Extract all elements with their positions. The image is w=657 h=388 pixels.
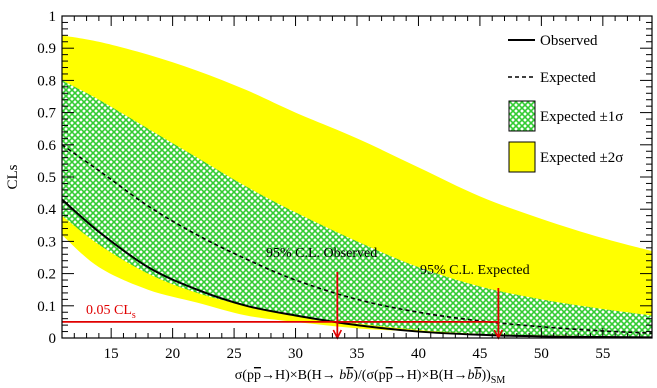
x-axis-label: σ(pp→H)×B(H→ bb)/(σ(pp→H)×B(H→bb))SM — [235, 368, 506, 386]
expected-curve — [62, 144, 652, 334]
y-tick-label: 0.1 — [37, 299, 56, 315]
band-1sigma — [62, 80, 652, 338]
x-tick-label: 15 — [104, 346, 119, 362]
legend-2sigma-swatch — [508, 141, 536, 173]
x-tick-label: 40 — [411, 346, 426, 362]
legend-label: Observed — [540, 33, 598, 49]
legend-label: Expected ±2σ — [540, 150, 623, 166]
observed-limit-label: 95% C.L. Observed — [266, 246, 377, 261]
legend-1sigma-swatch — [508, 100, 536, 132]
y-tick-label: 0.4 — [37, 202, 56, 218]
y-tick-label: 0.3 — [37, 234, 56, 250]
y-tick-label: 0.9 — [37, 41, 56, 57]
y-tick-label: 1 — [49, 9, 57, 25]
observed-curve — [62, 198, 652, 338]
x-tick-label: 20 — [165, 346, 180, 362]
expected-limit-label: 95% C.L. Expected — [420, 263, 530, 278]
x-tick-label: 55 — [595, 346, 610, 362]
x-tick-label: 30 — [288, 346, 303, 362]
y-tick-label: 0.6 — [37, 138, 56, 154]
y-tick-label: 0.7 — [37, 106, 56, 122]
cls-threshold-label: 0.05 CLs — [86, 303, 136, 321]
y-tick-label: 0 — [49, 331, 57, 347]
x-tick-label: 50 — [534, 346, 549, 362]
legend-label: Expected — [540, 70, 596, 86]
y-tick-label: 0.2 — [37, 267, 56, 283]
x-tick-label: 45 — [472, 346, 487, 362]
y-tick-label: 0.8 — [37, 73, 56, 89]
x-tick-label: 25 — [227, 346, 242, 362]
y-tick-label: 0.5 — [37, 170, 56, 186]
y-axis-label: CLs — [5, 164, 21, 189]
legend-label: Expected ±1σ — [540, 109, 623, 125]
x-tick-label: 35 — [350, 346, 365, 362]
